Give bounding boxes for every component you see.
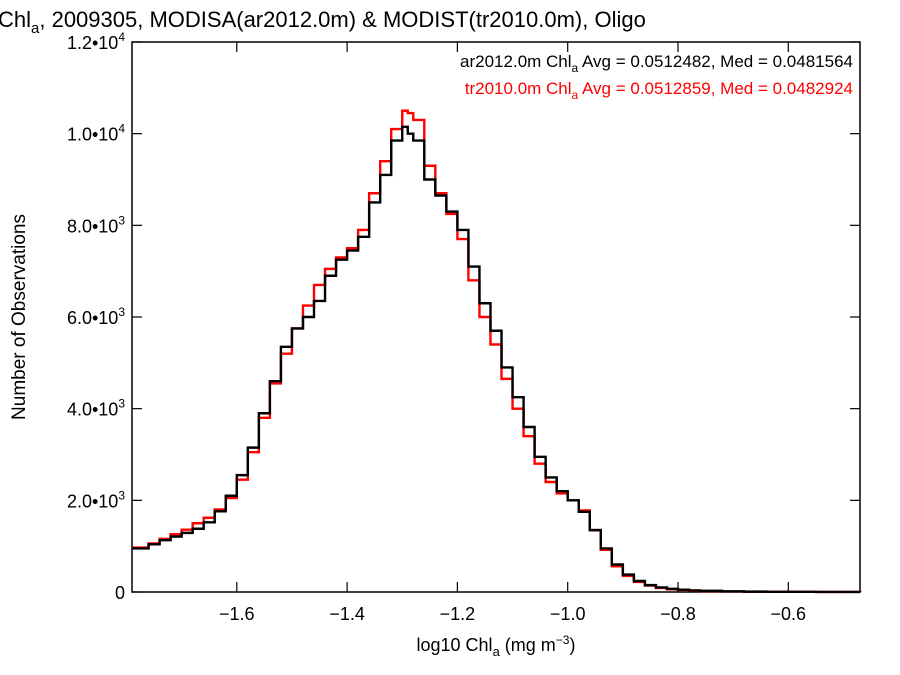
series-line-tr2010.0m <box>132 109 862 594</box>
x-tick-label: −1.0 <box>550 604 586 624</box>
chart-title-subscript: a <box>31 20 40 37</box>
y-tick-label: 8.0•103 <box>67 213 125 236</box>
x-axis-label: log10 Chla (mg m−3) <box>417 633 576 659</box>
y-tick-label: 1.2•104 <box>67 30 125 53</box>
y-axis-label: Number of Observations <box>9 214 30 420</box>
x-tick-label: −0.6 <box>771 604 807 624</box>
x-axis: −1.6 −1.4 −1.2 −1.0 −0.8 −0.6 <box>219 42 806 624</box>
plot-frame <box>131 41 861 593</box>
y-tick-label: 4.0•103 <box>67 397 125 420</box>
chart-title: Chla, 2009305, MODISA(ar2012.0m) & MODIS… <box>0 7 646 37</box>
y-tick-label: 0 <box>115 583 125 603</box>
x-tick-label: −1.6 <box>219 604 255 624</box>
series-line-ar2012.0m <box>132 125 862 594</box>
legend-entry-tr2010: tr2010.0m Chla Avg = 0.0512859, Med = 0.… <box>465 79 853 102</box>
y-tick-label: 2.0•103 <box>67 488 125 511</box>
y-axis: 0 2.0•103 4.0•103 6.0•103 8.0•103 1.0•104 1.2•… <box>67 30 860 603</box>
x-tick-label: −1.4 <box>329 604 365 624</box>
x-tick-label: −0.8 <box>660 604 696 624</box>
y-tick-label: 6.0•103 <box>67 305 125 328</box>
x-tick-label: −1.2 <box>440 604 476 624</box>
series-layer <box>132 109 862 594</box>
y-tick-label: 1.0•104 <box>67 122 125 145</box>
legend-entry-ar2012: ar2012.0m Chla Avg = 0.0512482, Med = 0.… <box>460 52 853 75</box>
